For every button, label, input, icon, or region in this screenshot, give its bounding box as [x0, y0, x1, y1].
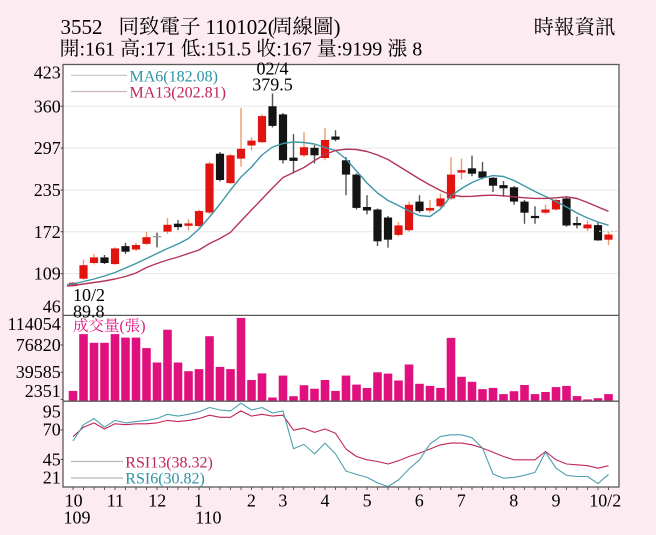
svg-text:6: 6: [415, 491, 424, 511]
svg-text:70: 70: [43, 420, 61, 440]
svg-text:46: 46: [43, 297, 61, 317]
svg-text:2351: 2351: [25, 381, 61, 401]
svg-text:3: 3: [278, 491, 287, 511]
svg-text:110102(: 110102(: [206, 15, 275, 39]
svg-text:360: 360: [34, 96, 61, 116]
svg-text:5: 5: [363, 491, 372, 511]
svg-text:379.5: 379.5: [252, 74, 293, 94]
svg-text:9: 9: [552, 491, 561, 511]
svg-text:76820: 76820: [16, 335, 61, 355]
svg-text:(: (: [120, 318, 125, 335]
svg-text:95: 95: [43, 401, 61, 421]
svg-text:21: 21: [43, 468, 61, 488]
svg-text:297: 297: [34, 138, 61, 158]
svg-text:423: 423: [34, 62, 61, 82]
svg-text:MA13(202.81): MA13(202.81): [130, 84, 226, 101]
svg-text:7: 7: [457, 491, 466, 511]
svg-text:12: 12: [148, 491, 166, 511]
svg-text:MA6(182.08): MA6(182.08): [130, 69, 218, 86]
svg-text:RSI13(38.32): RSI13(38.32): [125, 454, 213, 471]
svg-text:235: 235: [34, 180, 61, 200]
svg-text:109: 109: [34, 264, 61, 284]
svg-text::9199: :9199: [337, 39, 383, 61]
svg-text:10/2: 10/2: [589, 491, 621, 511]
svg-text:109: 109: [64, 508, 91, 528]
svg-text:RSI6(30.82): RSI6(30.82): [125, 471, 205, 488]
svg-text::167: :167: [276, 39, 312, 61]
svg-text:172: 172: [34, 222, 61, 242]
svg-text::151.5: :151.5: [201, 39, 252, 61]
svg-text:11: 11: [107, 491, 124, 511]
svg-text:): ): [140, 318, 145, 335]
svg-text:45: 45: [43, 450, 61, 470]
svg-text:110: 110: [195, 508, 221, 528]
svg-text:10: 10: [65, 491, 83, 511]
svg-text::161: :161: [80, 39, 116, 61]
svg-text:114054: 114054: [7, 314, 60, 334]
svg-text:8: 8: [509, 491, 518, 511]
svg-text:2: 2: [247, 491, 256, 511]
svg-text:): ): [334, 15, 341, 39]
svg-text:8: 8: [412, 39, 422, 61]
svg-text:39585: 39585: [16, 362, 61, 382]
svg-text:1: 1: [194, 491, 203, 511]
svg-text:89.8: 89.8: [73, 301, 105, 321]
svg-text::171: :171: [140, 39, 176, 61]
svg-text:10/2: 10/2: [73, 285, 105, 305]
svg-text:4: 4: [321, 491, 330, 511]
svg-text:3552: 3552: [61, 15, 103, 39]
svg-text:02/4: 02/4: [256, 59, 288, 79]
